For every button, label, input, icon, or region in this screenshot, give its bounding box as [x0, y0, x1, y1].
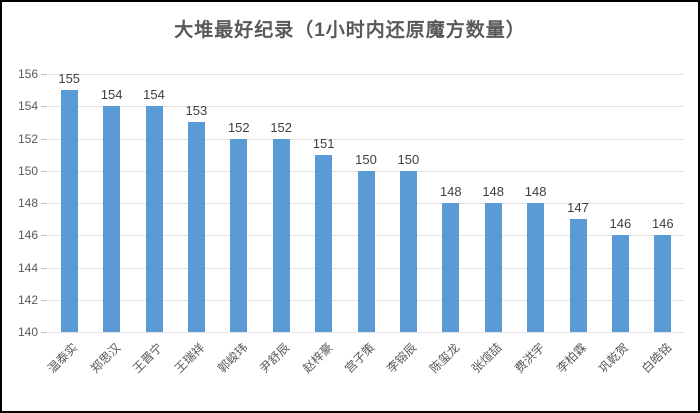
- gridline-y-156: [48, 74, 684, 75]
- bar-白皓铭: [654, 235, 672, 332]
- bar-尹舒辰: [272, 138, 290, 332]
- value-label: 147: [567, 200, 589, 216]
- value-label: 153: [185, 103, 208, 119]
- bar-巩乾贺: [611, 235, 629, 332]
- bar-王晋宁: [145, 106, 163, 332]
- bar-郭峻玮: [230, 138, 248, 332]
- y-axis-tick: [41, 106, 47, 108]
- value-label: 150: [397, 151, 420, 167]
- bar-王瑞祥: [187, 122, 205, 332]
- bar-费洪宇: [527, 203, 545, 332]
- y-axis-label: 140: [17, 325, 38, 339]
- value-label: 150: [355, 151, 377, 167]
- bar-温泰实: [60, 90, 78, 332]
- gridline-y-140: [48, 332, 684, 333]
- y-axis-tick: [41, 203, 47, 204]
- y-axis-label: 152: [17, 131, 38, 146]
- bar-李柏霖: [569, 219, 587, 332]
- y-axis-label: 146: [17, 228, 38, 243]
- value-label: 152: [270, 119, 293, 135]
- y-axis-tick: [41, 74, 47, 75]
- bar-郑思汉: [103, 106, 121, 332]
- y-axis-tick: [41, 299, 47, 301]
- gridline-y-152: [48, 138, 684, 140]
- value-label: 152: [227, 119, 250, 135]
- bar-李镕辰: [399, 170, 417, 332]
- y-axis-label: 150: [17, 163, 38, 178]
- value-label: 148: [439, 184, 462, 199]
- bar-张煊喆: [484, 203, 502, 332]
- y-axis-label: 144: [17, 260, 38, 275]
- y-axis-tick: [41, 138, 47, 140]
- plot-area: 155 154 154 153 152 152 151 150 150 148 148 148 147 1…: [48, 71, 684, 333]
- value-label: 146: [651, 216, 674, 232]
- y-axis-tick: [41, 267, 47, 269]
- value-label: 148: [524, 184, 547, 199]
- y-axis-tick: [41, 235, 47, 237]
- value-label: 146: [609, 216, 632, 232]
- value-label: 154: [143, 87, 165, 103]
- bar-赵梓豪: [315, 154, 333, 332]
- value-label: 151: [312, 135, 335, 151]
- value-label: 148: [482, 184, 505, 199]
- bar-宫子策: [357, 170, 375, 332]
- value-label: 154: [100, 87, 123, 103]
- y-axis-label: 156: [17, 67, 38, 81]
- y-axis-label: 142: [17, 292, 38, 307]
- value-label: 155: [58, 71, 81, 87]
- y-axis-tick: [41, 332, 47, 333]
- y-axis-label: 148: [17, 196, 38, 210]
- bar-陈玺龙: [442, 203, 460, 332]
- y-axis-label: 154: [17, 99, 38, 114]
- y-axis-tick: [41, 170, 47, 172]
- chart-title: 大堆最好纪录（1小时内还原魔方数量）: [174, 20, 526, 41]
- gridline-y-154: [48, 106, 684, 108]
